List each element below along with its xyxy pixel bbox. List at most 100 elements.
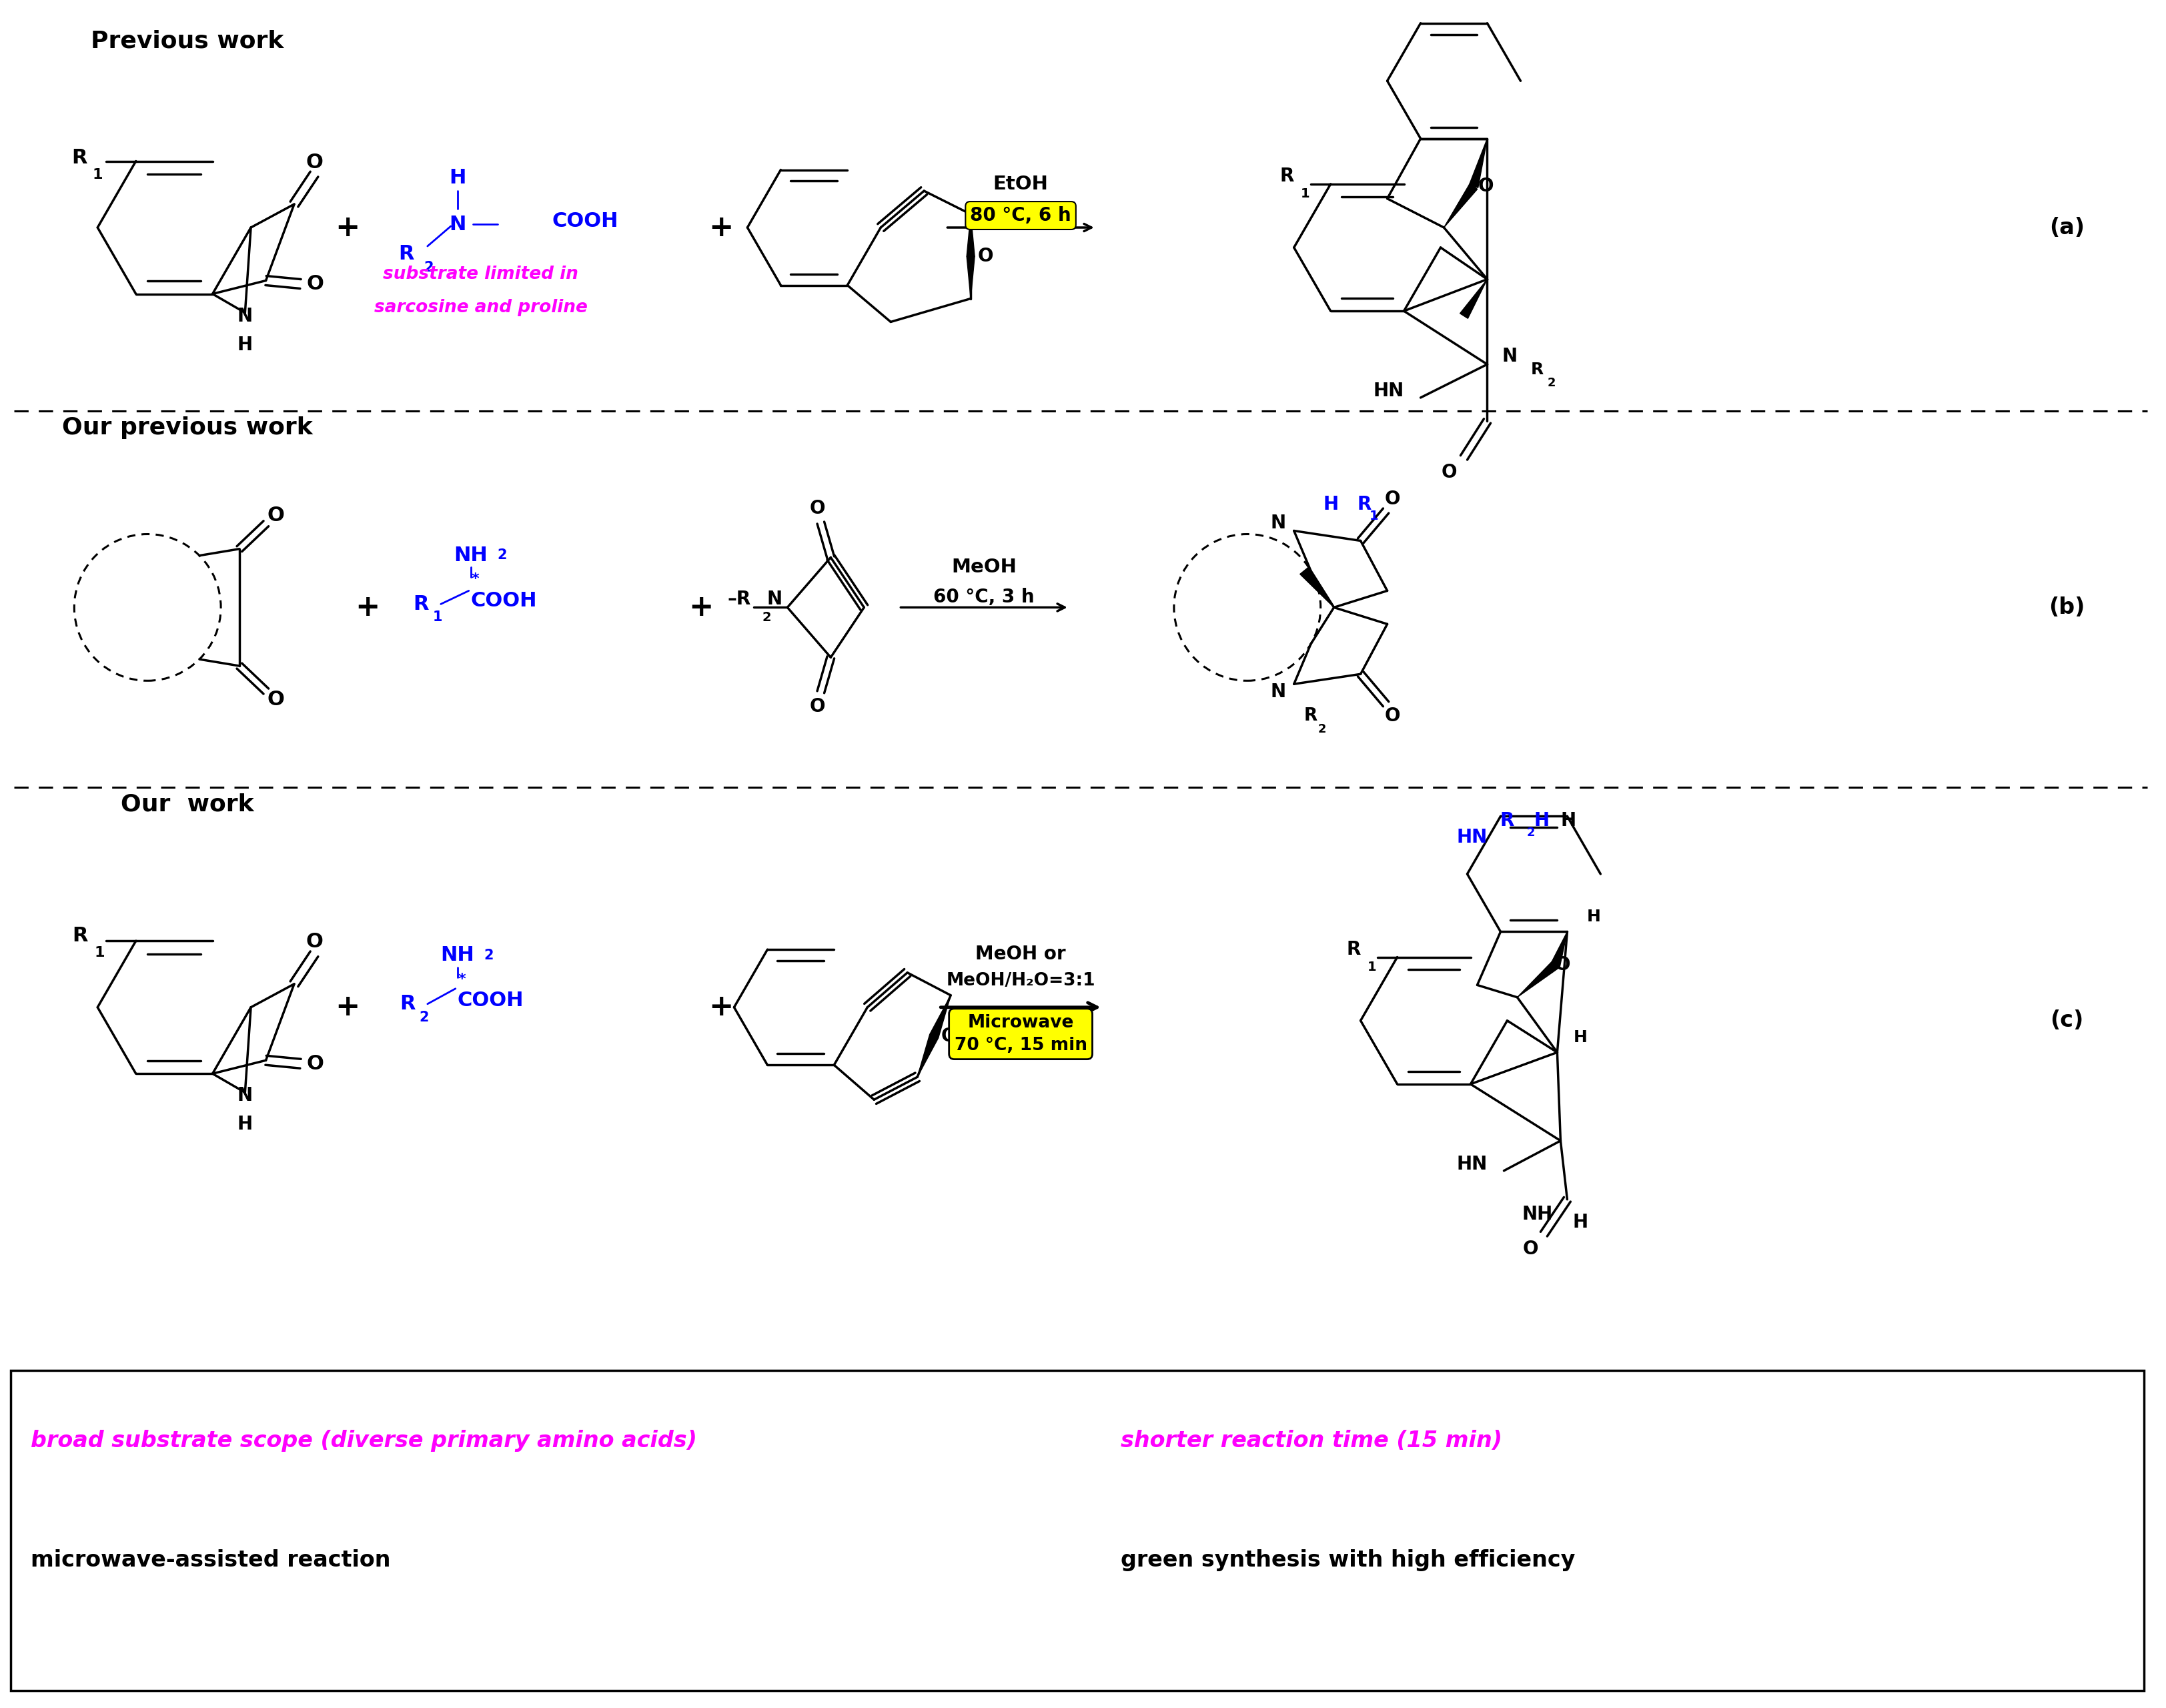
Text: sarcosine and proline: sarcosine and proline xyxy=(375,299,587,316)
Text: O: O xyxy=(810,499,825,518)
Text: 1: 1 xyxy=(1369,509,1378,523)
Text: HN: HN xyxy=(1373,381,1404,400)
Text: H: H xyxy=(448,167,466,188)
Polygon shape xyxy=(916,1035,938,1078)
Text: 60 °C, 3 h: 60 °C, 3 h xyxy=(934,588,1035,606)
Text: H: H xyxy=(1323,495,1339,514)
Text: O: O xyxy=(810,697,825,716)
Polygon shape xyxy=(1300,567,1334,608)
Text: 2: 2 xyxy=(762,611,771,623)
Text: MeOH/H₂O=3:1: MeOH/H₂O=3:1 xyxy=(947,972,1096,989)
Text: microwave-assisted reaction: microwave-assisted reaction xyxy=(30,1549,390,1571)
Polygon shape xyxy=(1460,280,1486,318)
Text: 1: 1 xyxy=(1367,962,1375,974)
Text: NH: NH xyxy=(1521,1204,1553,1223)
Text: HN: HN xyxy=(1456,1155,1486,1173)
Text: N: N xyxy=(1269,514,1287,533)
Text: H: H xyxy=(238,335,253,354)
Text: O: O xyxy=(305,152,323,173)
Text: R: R xyxy=(1529,362,1542,377)
Text: R: R xyxy=(401,994,416,1013)
Text: NH: NH xyxy=(440,946,474,965)
Text: 2: 2 xyxy=(1525,827,1534,839)
Text: H: H xyxy=(238,1115,253,1134)
Text: R: R xyxy=(1304,707,1317,724)
Text: substrate limited in: substrate limited in xyxy=(383,265,578,284)
Text: 2: 2 xyxy=(498,548,507,562)
Text: 2: 2 xyxy=(420,1011,429,1025)
Text: N: N xyxy=(1501,347,1516,366)
Polygon shape xyxy=(1516,962,1557,997)
Text: H: H xyxy=(1534,811,1549,830)
Text: R: R xyxy=(1499,811,1514,830)
Polygon shape xyxy=(1551,931,1566,967)
Text: R: R xyxy=(71,926,89,945)
Text: O: O xyxy=(977,248,992,266)
Text: –R: –R xyxy=(728,589,749,608)
Text: R: R xyxy=(399,244,414,263)
Text: (a): (a) xyxy=(2049,217,2084,239)
Text: Previous work: Previous work xyxy=(91,29,284,53)
Text: Microwave
70 °C, 15 min: Microwave 70 °C, 15 min xyxy=(953,1015,1087,1054)
Text: +: + xyxy=(336,992,360,1021)
Text: shorter reaction time (15 min): shorter reaction time (15 min) xyxy=(1120,1430,1501,1452)
Text: EtOH: EtOH xyxy=(992,174,1048,193)
Text: (c): (c) xyxy=(2049,1009,2084,1032)
Text: H: H xyxy=(1573,1030,1588,1045)
Text: O: O xyxy=(305,1054,323,1073)
Text: broad substrate scope (diverse primary amino acids): broad substrate scope (diverse primary a… xyxy=(30,1430,697,1452)
Text: N: N xyxy=(238,1086,253,1105)
Text: +: + xyxy=(355,593,379,622)
Text: R: R xyxy=(1345,939,1360,958)
Text: 1: 1 xyxy=(93,167,102,181)
Text: MeOH: MeOH xyxy=(951,559,1016,577)
Text: H: H xyxy=(1560,811,1577,830)
Text: COOH: COOH xyxy=(552,212,617,231)
Polygon shape xyxy=(966,214,975,256)
Text: (b): (b) xyxy=(2049,596,2084,618)
Text: N: N xyxy=(1269,683,1287,702)
Text: Our  work: Our work xyxy=(121,793,253,815)
Text: +: + xyxy=(708,992,732,1021)
Text: N: N xyxy=(238,307,253,325)
Text: O: O xyxy=(266,690,284,709)
Text: O: O xyxy=(305,933,323,951)
Text: R: R xyxy=(71,149,87,167)
Text: +: + xyxy=(689,593,713,622)
Text: green synthesis with high efficiency: green synthesis with high efficiency xyxy=(1120,1549,1575,1571)
Text: H: H xyxy=(1573,1213,1588,1231)
Text: O: O xyxy=(266,506,284,526)
Polygon shape xyxy=(966,256,975,299)
Text: N: N xyxy=(448,215,466,234)
Text: R: R xyxy=(1280,167,1293,186)
Text: O: O xyxy=(1384,490,1399,507)
Text: O: O xyxy=(1384,707,1399,726)
Text: 1: 1 xyxy=(95,946,104,960)
Text: O: O xyxy=(940,1027,955,1045)
Polygon shape xyxy=(1443,184,1477,227)
Text: 2: 2 xyxy=(483,948,494,962)
Text: H: H xyxy=(1586,909,1601,926)
Text: 2: 2 xyxy=(1547,377,1555,389)
Text: COOH: COOH xyxy=(470,591,537,610)
Text: MeOH or: MeOH or xyxy=(975,945,1066,963)
Text: O: O xyxy=(1477,178,1492,196)
Text: R: R xyxy=(414,594,429,613)
Text: 2: 2 xyxy=(1317,724,1326,736)
Text: 1: 1 xyxy=(1300,188,1308,200)
Text: 80 °C, 6 h: 80 °C, 6 h xyxy=(970,207,1070,225)
Polygon shape xyxy=(929,996,951,1038)
Text: *: * xyxy=(459,972,466,986)
Text: Our previous work: Our previous work xyxy=(63,417,312,439)
FancyBboxPatch shape xyxy=(11,1370,2142,1691)
Text: +: + xyxy=(708,214,732,243)
Polygon shape xyxy=(1469,138,1486,188)
Text: R: R xyxy=(1356,495,1371,514)
Text: *: * xyxy=(472,572,479,586)
Text: N: N xyxy=(767,589,782,608)
Text: O: O xyxy=(1440,463,1458,482)
Text: COOH: COOH xyxy=(457,991,524,1011)
Text: 2: 2 xyxy=(425,261,433,275)
Text: O: O xyxy=(1523,1240,1538,1259)
Text: HN: HN xyxy=(1456,828,1486,847)
